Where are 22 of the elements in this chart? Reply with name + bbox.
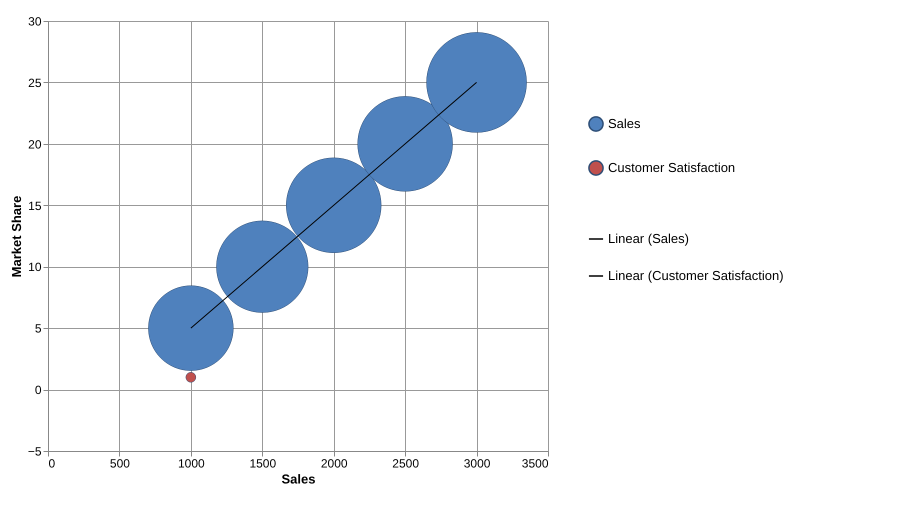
- y-tick-label: 30: [28, 14, 42, 28]
- y-axis-title: Market Share: [8, 196, 24, 278]
- x-tick-label: 0: [48, 456, 56, 470]
- x-tick-label: 2000: [320, 456, 348, 470]
- y-tick-label: 5: [34, 322, 42, 336]
- legend-label: Customer Satisfaction: [608, 160, 736, 175]
- y-tick-label: 20: [28, 137, 42, 152]
- y-tick-label: 10: [28, 260, 42, 274]
- y-tick-label: 0: [34, 383, 42, 398]
- y-tick-label: 25: [28, 76, 42, 90]
- x-axis-title: Sales: [282, 472, 316, 486]
- legend-label: Linear (Sales): [608, 231, 689, 246]
- x-tick-label: 2500: [392, 456, 420, 470]
- x-tick-label: 3000: [464, 456, 491, 470]
- y-tick-label: 15: [28, 198, 42, 213]
- legend-label: Sales: [608, 116, 642, 131]
- y-tick-label: −5: [28, 444, 42, 458]
- legend-label: Linear (Customer Satisfaction): [608, 268, 784, 283]
- x-tick-label: 1000: [178, 456, 206, 470]
- x-tick-label: 500: [110, 456, 130, 470]
- x-tick-label: 1500: [249, 456, 276, 470]
- x-tick-label: 3500: [522, 456, 549, 470]
